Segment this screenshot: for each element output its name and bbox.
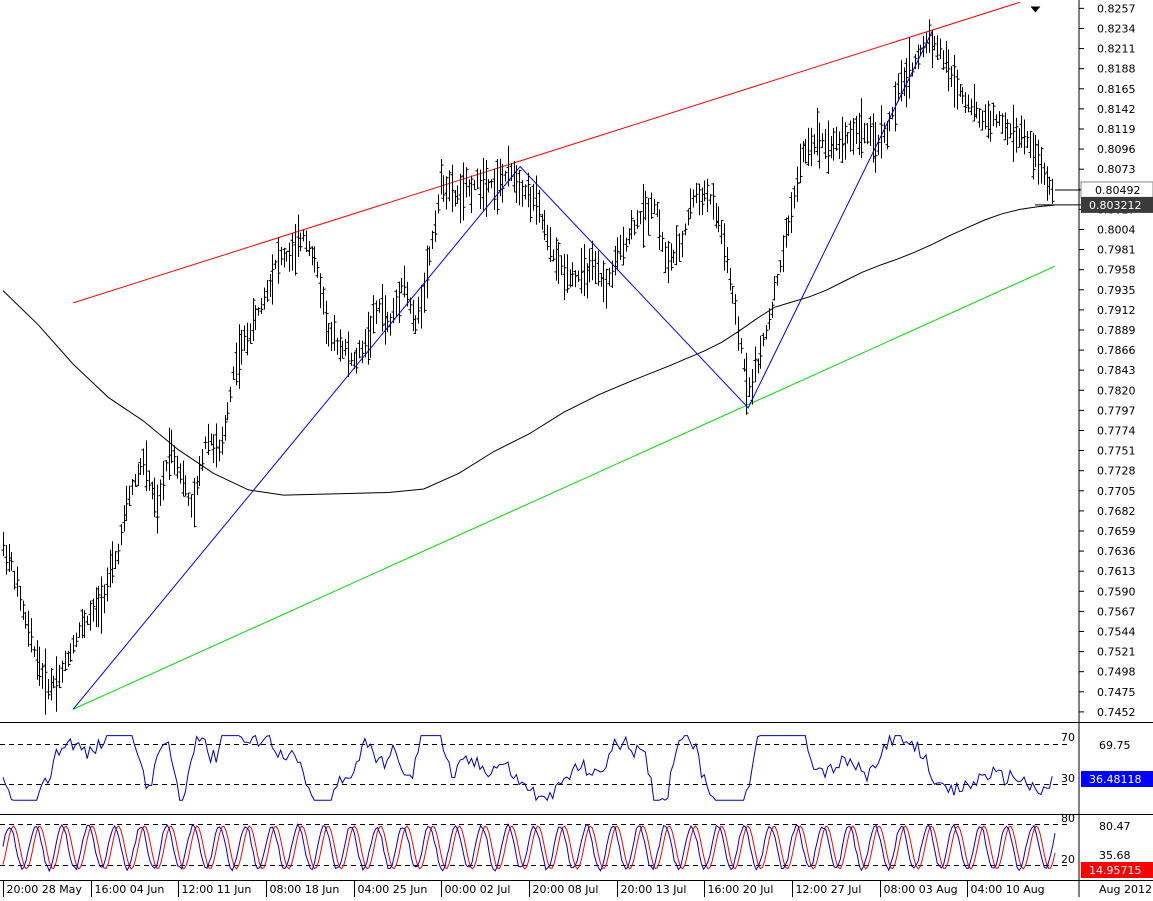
time-tick-label: 00:00 02 Jul [445,883,511,896]
stoch-axis-label-mid: 35.68 [1099,849,1131,862]
price-tick-label: 0.8119 [1097,123,1136,136]
price-tick-label: 0.7567 [1097,605,1136,618]
current-price-label: 0.80492 [1095,184,1141,197]
price-tick-label: 0.7705 [1097,485,1136,498]
price-tick-label: 0.7912 [1097,304,1136,317]
stoch-level-80-label: 80 [1061,812,1075,825]
rsi-axis-label: 69.75 [1099,739,1131,752]
ma-value-box [1081,196,1153,213]
price-tick-label: 0.7452 [1097,706,1136,719]
price-tick-label: 0.7728 [1097,465,1136,478]
price-tick-label: 0.7498 [1097,666,1136,679]
time-tick-label: 20:00 08 Jul [533,883,599,896]
arrow-down-icon [1030,6,1041,13]
stoch-value-box [1081,862,1153,878]
time-tick-label: 20:00 28 May [7,883,83,896]
stoch-value-label: 14.95715 [1089,864,1142,877]
rsi-value-box [1081,771,1153,787]
price-tick-label: 0.8211 [1097,43,1136,56]
time-tick-label: 16:00 04 Jun [95,883,165,896]
price-tick-label: 0.7751 [1097,445,1136,458]
price-tick-label: 0.8073 [1097,163,1136,176]
price-tick-label: 0.7544 [1097,625,1136,638]
stoch-level-20-label: 20 [1061,853,1075,866]
moving-average-line [2,204,1056,496]
time-tick-label: 04:00 10 Aug [971,883,1045,896]
price-tick-label: 0.8142 [1097,103,1136,116]
stoch-axis-label-top: 80.47 [1099,820,1131,833]
price-tick-label: 0.7659 [1097,525,1136,538]
time-tick-label: 16:00 20 Jul [708,883,774,896]
time-tick-label: 12:00 11 Jun [182,883,252,896]
price-tick-label: 0.8188 [1097,63,1136,76]
rsi-value-label: 36.48118 [1089,773,1142,786]
price-tick-label: 0.7590 [1097,585,1136,598]
time-tick-label: 12:00 27 Jul [796,883,862,896]
time-tick-label: 08:00 03 Aug [884,883,958,896]
price-tick-label: 0.8004 [1097,223,1136,236]
ma-value-label: 0.803212 [1089,199,1142,212]
rsi-level-70-label: 70 [1061,731,1075,744]
time-tick-label: 04:00 25 Jun [358,883,428,896]
price-tick-label: 0.7958 [1097,264,1136,277]
lower-channel-line [72,265,1056,710]
upper-channel-line [72,1,1021,304]
price-tick-label: 0.7475 [1097,686,1136,699]
price-tick-label: 0.8096 [1097,143,1136,156]
zigzag-line [72,30,933,710]
price-tick-label: 0.7797 [1097,404,1136,417]
time-tick-label: 20:00 13 Jul [621,883,687,896]
rsi-line [2,734,1053,802]
price-tick-label: 0.7636 [1097,545,1136,558]
price-tick-label: 0.7521 [1097,646,1136,659]
price-tick-label: 0.8165 [1097,83,1136,96]
price-tick-label: 0.7613 [1097,565,1136,578]
time-tick-label: 08:00 18 Jun [270,883,340,896]
price-tick-label: 0.7866 [1097,344,1136,357]
price-tick-label: 0.7981 [1097,244,1136,257]
rsi-level-30-label: 30 [1061,772,1075,785]
price-tick-label: 0.7935 [1097,284,1136,297]
price-tick-label: 0.7843 [1097,364,1136,377]
ohlc-bars [1,19,1055,715]
price-tick-label: 0.8234 [1097,22,1136,35]
price-tick-label: 0.7820 [1097,384,1136,397]
stoch-signal-line [2,825,1056,870]
time-axis-month-label: Aug 2012 [1099,883,1152,896]
price-tick-label: 0.7774 [1097,424,1136,437]
price-tick-label: 0.7889 [1097,324,1136,337]
price-tick-label: 0.8257 [1097,2,1136,15]
stoch-main-line [2,823,1056,873]
price-tick-label: 0.7682 [1097,505,1136,518]
